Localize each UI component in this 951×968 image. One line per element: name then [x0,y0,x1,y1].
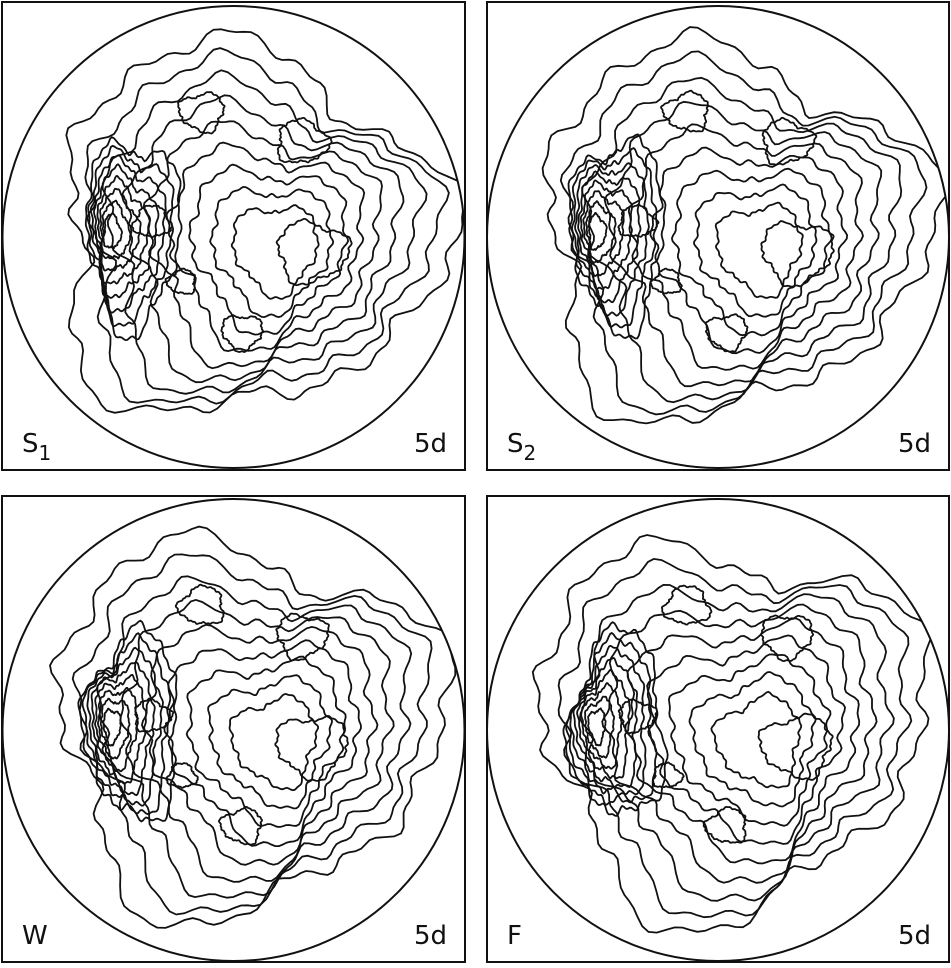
contour-line [561,51,927,414]
panel-label-main: S [22,429,39,459]
contour-line [189,165,348,335]
contour-line [102,201,132,259]
lead-time: 5d [898,429,931,459]
panel: S2 5d [487,2,951,470]
contour-line [706,314,748,351]
contours [533,535,932,933]
contour-line [690,672,816,807]
panel-label: S2 [507,429,536,465]
lead-time: 5d [898,921,931,951]
contour-line [176,585,224,624]
panel-label-subscript: 2 [524,441,537,465]
panel-label: W [22,921,48,951]
contours [50,527,455,928]
contour-line [647,635,845,844]
contour-line [716,203,803,298]
contour-line [662,586,712,625]
globe-outline [3,499,465,961]
panel-label-main: S [507,429,524,459]
contour-line [711,692,801,788]
panel-label-subscript: 1 [39,441,52,465]
figure: S15dS25dW5dF5d [0,0,951,964]
lead-time: 5d [414,921,447,951]
contour-line [166,269,196,294]
panel-label: S1 [22,429,51,465]
contour-line [167,143,365,352]
panel-label: F [507,921,522,951]
lead-time: 5d [414,429,447,459]
panel: W 5d [2,496,465,962]
contour-line [672,169,832,336]
panel-label-main: F [507,921,522,951]
contour-line [219,807,262,845]
contour-line [208,675,332,808]
contour-line [543,27,951,423]
contour-line [73,554,432,914]
contour-line [275,716,348,781]
panel: S1 5d [2,2,468,470]
page: S15dS25dW5dF5d (() => { const data = JSO… [0,0,951,964]
contour-line [661,91,708,132]
panel-label-main: W [22,921,48,951]
panel: F 5d [487,496,949,962]
contour-line [276,614,329,661]
contour-line [559,559,912,917]
contours [543,27,951,423]
contour-line [50,527,455,928]
contour-line [230,694,319,790]
